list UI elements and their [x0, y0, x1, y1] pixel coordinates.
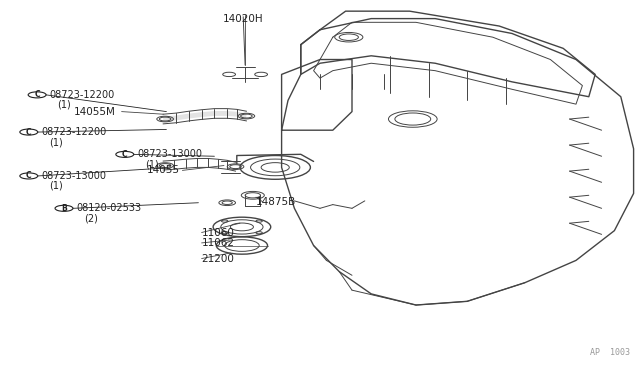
Text: 14055: 14055: [147, 166, 180, 175]
Text: 08723-13000: 08723-13000: [41, 171, 106, 181]
Text: 14055M: 14055M: [74, 107, 115, 116]
Text: 21200: 21200: [202, 254, 234, 263]
Text: (2): (2): [84, 214, 99, 223]
Text: C: C: [26, 171, 31, 180]
Text: 08723-12200: 08723-12200: [41, 127, 106, 137]
Text: C: C: [26, 128, 31, 137]
Text: 14020H: 14020H: [223, 14, 264, 24]
Text: (1): (1): [145, 160, 159, 169]
Text: (1): (1): [49, 137, 63, 147]
Text: C: C: [35, 90, 40, 99]
Text: 08723-13000: 08723-13000: [137, 150, 202, 159]
Text: 08120-02533: 08120-02533: [76, 203, 141, 213]
Text: 14875B: 14875B: [256, 197, 296, 206]
Text: B: B: [61, 204, 67, 213]
Text: 08723-12200: 08723-12200: [49, 90, 115, 100]
Text: (1): (1): [49, 181, 63, 191]
Text: 11060: 11060: [202, 228, 234, 237]
Text: (1): (1): [58, 100, 71, 110]
Text: 11062: 11062: [202, 238, 235, 248]
Text: C: C: [122, 150, 127, 159]
Text: AP  1003: AP 1003: [590, 348, 630, 357]
